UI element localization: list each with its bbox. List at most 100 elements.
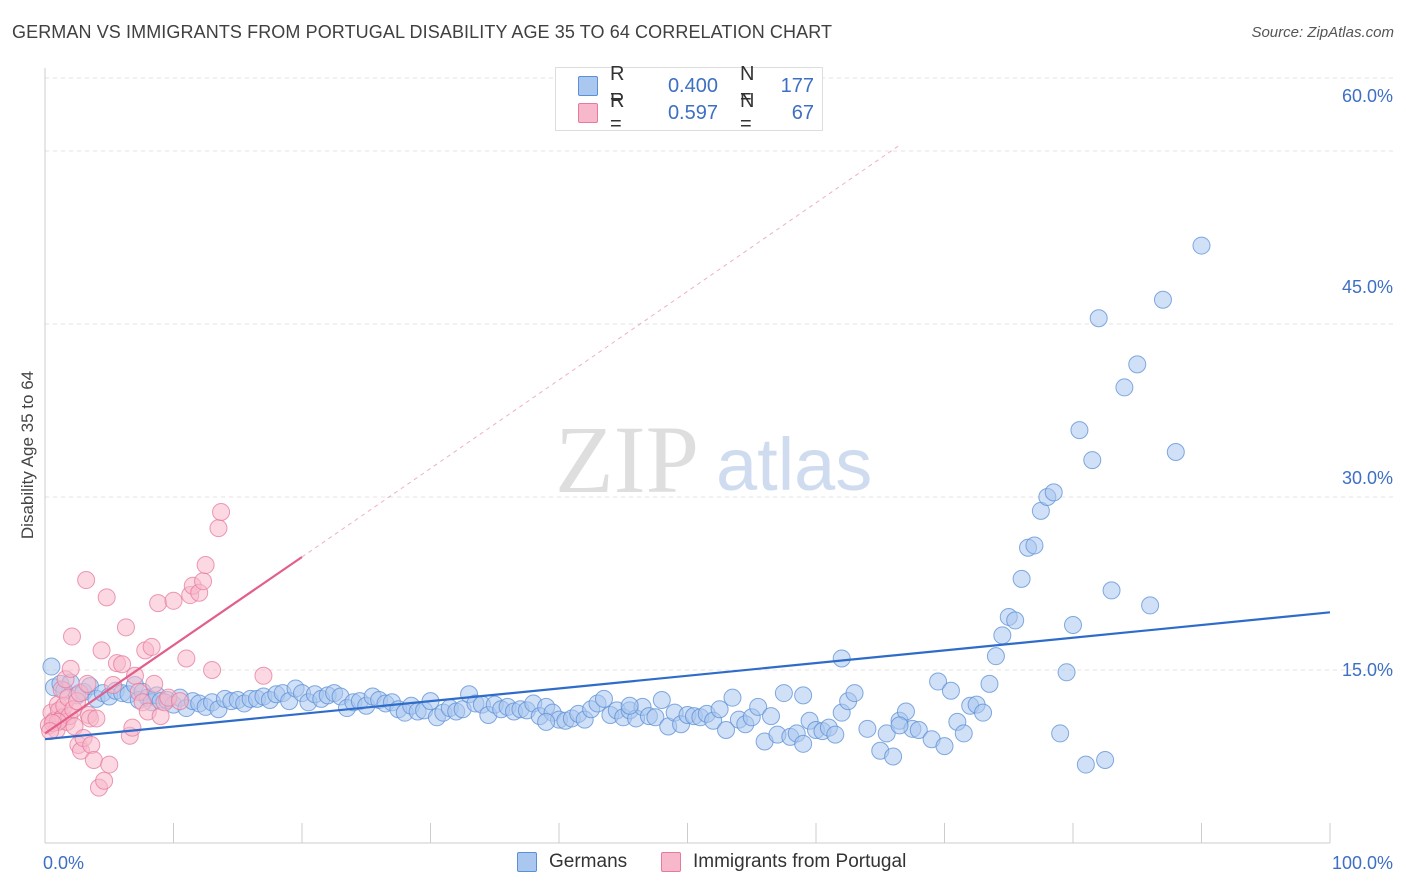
german-point [1070, 421, 1089, 440]
german-point [42, 657, 61, 676]
portugal-point [116, 618, 135, 637]
german-point [826, 725, 845, 744]
german-point [1128, 355, 1147, 374]
portugal-point [123, 718, 142, 737]
portugal-point [78, 674, 97, 693]
portugal-point [113, 655, 132, 674]
german-point [723, 688, 742, 707]
portugal-point [194, 572, 213, 591]
german-point [1051, 724, 1070, 743]
portugal-point [84, 750, 103, 769]
watermark-atlas: atlas [716, 423, 872, 506]
portugal-point [177, 649, 196, 668]
watermark: ZIP atlas [555, 406, 872, 513]
bottom-legend-germans-label: Germans [549, 851, 628, 872]
x-tick-label-min: 0.0% [43, 853, 85, 873]
german-point [794, 686, 813, 705]
portugal-trendline-extension [301, 144, 900, 558]
german-point [832, 649, 851, 668]
portugal-swatch [578, 103, 598, 123]
german-point [717, 720, 736, 739]
x-tick-label-max: 100.0% [1331, 853, 1393, 873]
german-point [762, 707, 781, 726]
portugal-point [170, 692, 189, 711]
portugal-n-label: N = [740, 90, 755, 135]
german-point [884, 747, 903, 766]
portugal-r-label: R = [610, 90, 625, 135]
portugal-point [212, 502, 231, 521]
german-point [1115, 378, 1134, 397]
germans-n-value: 177 [780, 74, 814, 97]
german-trendline [44, 611, 1331, 741]
german-point [646, 708, 665, 727]
german-point [980, 674, 999, 693]
portugal-point [209, 519, 228, 538]
germans-swatch [578, 76, 598, 96]
portugal-point [62, 627, 81, 646]
german-point [1153, 290, 1172, 309]
german-point [1166, 443, 1185, 462]
german-point [537, 712, 556, 731]
german-point [774, 684, 793, 703]
portugal-point [87, 709, 106, 728]
german-point [749, 697, 768, 716]
portugal-point [149, 594, 168, 613]
chart-title: GERMAN VS IMMIGRANTS FROM PORTUGAL DISAB… [12, 22, 833, 42]
bottom-legend-germans[interactable]: Germans [517, 851, 627, 873]
bottom-legend-portugal-swatch [661, 852, 681, 872]
germans-r-value: 0.400 [667, 74, 718, 97]
portugal-point [254, 666, 273, 685]
y-tick-label-30: 30.0% [1341, 468, 1393, 488]
german-point [993, 626, 1012, 645]
german-point [941, 681, 960, 700]
german-point [1076, 755, 1095, 774]
german-point [594, 689, 613, 708]
grid-layer [45, 77, 1393, 671]
german-point [845, 684, 864, 703]
germans-n-label: N = [740, 63, 755, 108]
portugal-point [92, 641, 111, 660]
german-point [1089, 309, 1108, 328]
german-point [858, 719, 877, 738]
portugal-point [97, 588, 116, 607]
german-point [935, 737, 954, 756]
german-point [986, 647, 1005, 666]
portugal-point [164, 591, 183, 610]
y-tick-label-45: 45.0% [1341, 277, 1393, 297]
trend-layer [44, 144, 1331, 741]
german-point [652, 690, 671, 709]
portugal-point [82, 735, 101, 754]
portugal-r-value: 0.597 [667, 101, 718, 124]
german-point [1012, 569, 1031, 588]
portugal-point [196, 556, 215, 575]
german-point [1006, 611, 1025, 630]
watermark-zip: ZIP [555, 406, 699, 513]
german-point [890, 716, 909, 735]
german-point [954, 724, 973, 743]
source-credit: Source: ZipAtlas.com [1251, 24, 1394, 41]
german-point [1064, 616, 1082, 635]
german-point [1025, 536, 1044, 555]
german-point [710, 700, 729, 719]
bottom-legend-portugal-label: Immigrants from Portugal [693, 851, 907, 872]
germans-r-label: R = [610, 63, 625, 108]
portugal-point [77, 571, 96, 590]
bottom-legend-germans-swatch [517, 852, 537, 872]
bottom-legend-portugal[interactable]: Immigrants from Portugal [661, 851, 906, 873]
german-point [1083, 451, 1102, 470]
german-point [929, 672, 948, 691]
y-tick-label-15: 15.0% [1341, 660, 1393, 680]
german-point [1141, 596, 1160, 615]
german-point [877, 724, 896, 743]
portugal-n-value: 67 [791, 101, 814, 124]
portugal-point [95, 771, 114, 790]
german-point [909, 720, 928, 739]
german-point [974, 703, 993, 722]
german-point [794, 734, 813, 753]
legend-row-germans: R = 0.400 N = 177 [578, 63, 814, 108]
portugal-trendline [44, 556, 303, 735]
german-point [1192, 236, 1211, 255]
german-point [1096, 750, 1115, 769]
correlation-legend: R = 0.400 N = 177 R = 0.597 N = 67 [555, 63, 823, 135]
